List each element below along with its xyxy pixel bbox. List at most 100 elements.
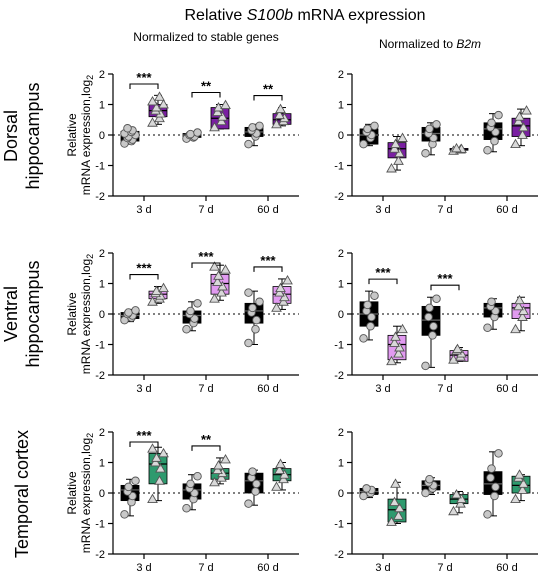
y-tick-label: 2 [338, 427, 344, 439]
data-point [182, 325, 191, 334]
y-tick-label: 2 [338, 248, 344, 260]
data-point [193, 471, 202, 481]
data-point [394, 342, 405, 352]
y-tick-label: 1 [338, 100, 344, 112]
data-point [510, 138, 521, 149]
row-label-line: Temporal cortex [12, 430, 32, 558]
data-point [147, 117, 158, 127]
significance-label: *** [260, 253, 276, 268]
data-point [248, 303, 257, 313]
significance-bracket: *** [129, 261, 159, 280]
box-control [182, 299, 202, 334]
data-point [491, 482, 500, 492]
significance-label: *** [437, 271, 453, 286]
data-point [424, 312, 433, 322]
data-point [487, 464, 496, 473]
data-point [363, 124, 372, 134]
data-point [275, 282, 286, 292]
box-treated [147, 443, 169, 503]
data-point [274, 287, 285, 297]
y-tick-label: 0 [338, 309, 344, 321]
data-point [363, 300, 372, 310]
data-point [490, 136, 499, 146]
data-point [220, 453, 231, 464]
data-point [389, 143, 400, 153]
data-point [213, 270, 224, 280]
box-control [120, 476, 140, 519]
data-point [513, 115, 524, 126]
data-point [147, 296, 158, 306]
data-point [282, 274, 293, 285]
data-point [514, 469, 525, 479]
data-point [193, 299, 202, 308]
data-point [518, 478, 529, 488]
data-point [244, 338, 253, 348]
y-tick-label: -1 [334, 340, 344, 352]
data-point [429, 321, 438, 331]
box-control [182, 128, 202, 143]
y-axis-label-subscript: 2 [85, 433, 95, 438]
bracket-line [129, 441, 159, 447]
box-treated [271, 103, 292, 129]
data-point [514, 111, 525, 121]
x-tick-label: 3 d [136, 383, 151, 395]
data-point [425, 124, 434, 134]
data-point [448, 505, 459, 516]
data-point [397, 323, 408, 334]
box-control [483, 297, 503, 332]
data-point [390, 478, 401, 488]
data-point [186, 479, 195, 489]
data-point [275, 103, 286, 113]
data-point [151, 452, 162, 462]
row-label-1: Ventral hippocampus [1, 260, 43, 367]
data-point [370, 121, 379, 131]
data-point [278, 473, 289, 484]
box-control [421, 475, 441, 498]
significance-label: ** [201, 79, 212, 94]
column-label-right: Normalized to B2m [379, 37, 481, 51]
y-axis-label-main: mRNA expression,log [79, 438, 93, 553]
data-point [367, 312, 376, 322]
data-point [452, 343, 463, 353]
data-point [216, 115, 227, 126]
significance-label: *** [136, 261, 152, 276]
data-point [154, 91, 165, 101]
y-axis-label-subscript: 2 [85, 75, 95, 80]
y-tick-label: -2 [334, 549, 344, 561]
box-treated [448, 142, 469, 155]
data-point [428, 331, 437, 340]
x-tick-label: 7 d [198, 562, 213, 574]
data-point [220, 99, 231, 110]
data-point [274, 109, 285, 120]
row-label-line: Dorsal [1, 110, 21, 162]
row-label-line: Ventral [1, 286, 21, 342]
data-point [359, 491, 368, 501]
data-point [209, 261, 220, 271]
data-point [217, 111, 228, 121]
bracket-line [129, 83, 159, 89]
data-point [448, 354, 459, 364]
bracket-line [253, 266, 283, 272]
y-axis-label: Relative mRNA expression,log2 [65, 433, 95, 553]
x-tick-label: 3 d [136, 204, 151, 216]
data-point [271, 118, 282, 129]
significance-bracket: *** [129, 70, 159, 89]
data-point [386, 355, 397, 366]
data-point [494, 449, 503, 458]
box-control [421, 120, 441, 158]
data-point [514, 294, 525, 305]
y-tick-label: -2 [334, 191, 344, 203]
data-point [366, 321, 375, 331]
box-control [421, 294, 441, 371]
data-point [510, 323, 521, 334]
significance-bracket: ** [191, 432, 221, 451]
data-point [483, 145, 492, 155]
data-point [494, 110, 503, 120]
data-point [252, 479, 261, 489]
y-tick-label: 2 [99, 427, 105, 439]
data-point [394, 147, 405, 158]
significance-bracket: *** [191, 249, 221, 268]
y-tick-label: 1 [338, 458, 344, 470]
